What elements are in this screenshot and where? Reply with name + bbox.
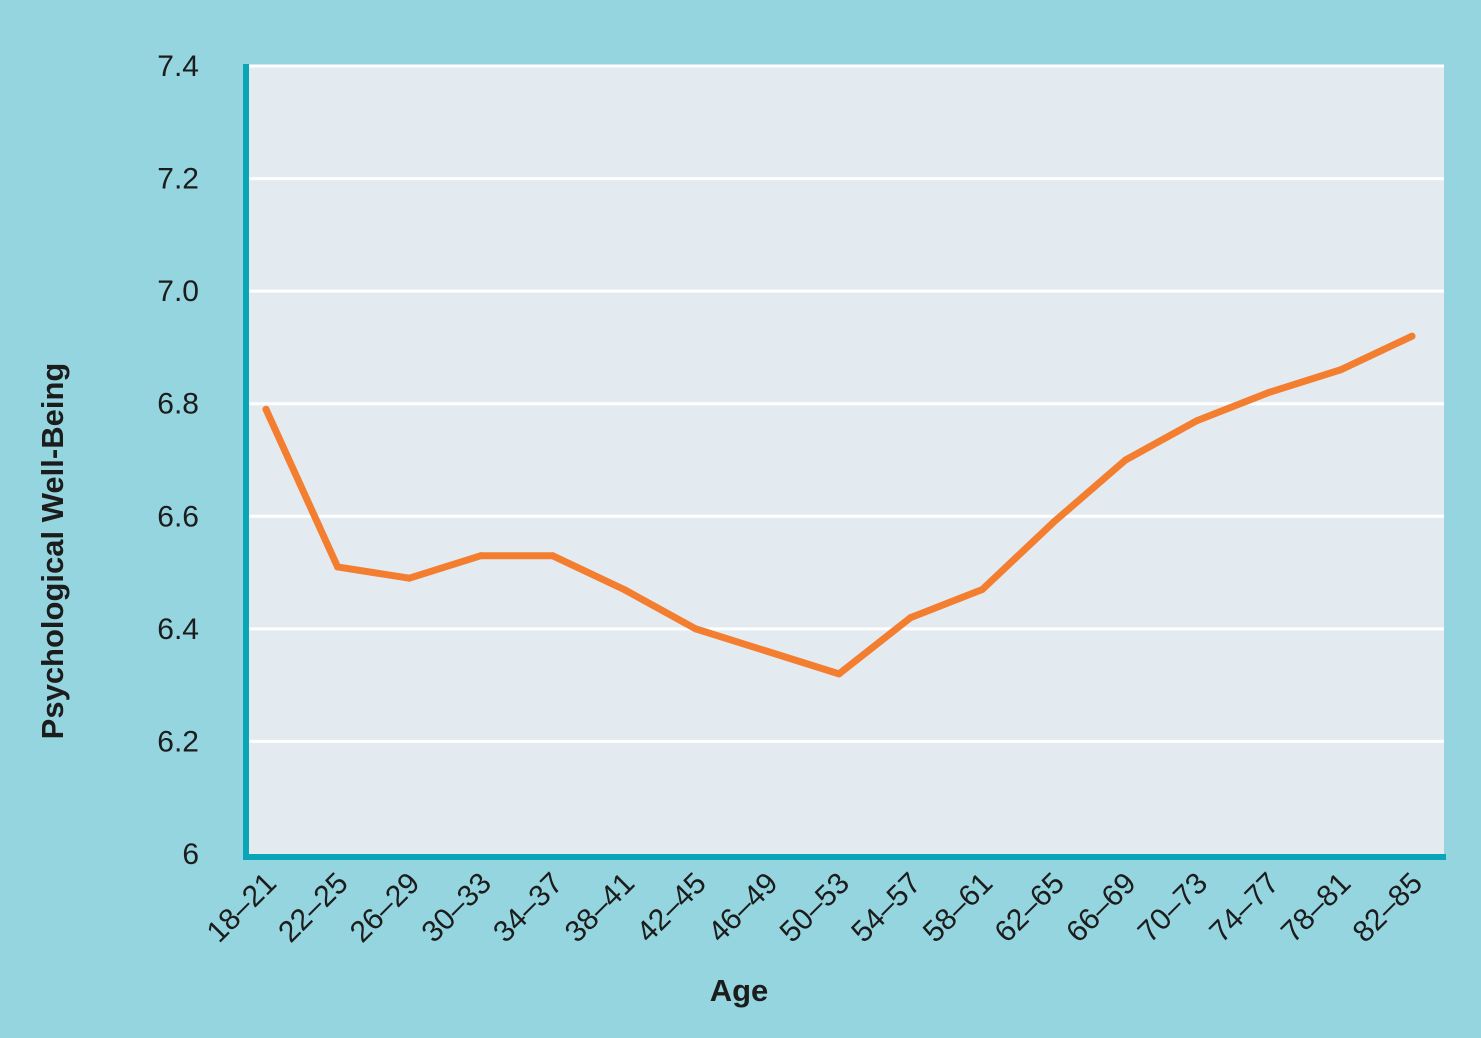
- data-point: [405, 574, 413, 582]
- x-tick-label: 54–57: [845, 867, 927, 949]
- x-tick-label: 66–69: [1060, 867, 1142, 949]
- data-point: [978, 585, 986, 593]
- y-tick-labels: 6 6.2 6.4 6.6 6.8 7.0 7.2 7.4: [157, 50, 199, 871]
- y-tick-label: 7.2: [157, 163, 199, 196]
- data-point: [549, 552, 556, 560]
- y-tick-label: 6.4: [157, 613, 199, 646]
- x-tick-label: 38–41: [559, 867, 641, 949]
- y-tick-label: 6: [182, 838, 199, 871]
- x-tick-label: 70–73: [1132, 867, 1214, 949]
- y-tick-label: 7.0: [157, 275, 199, 308]
- plot-area: [244, 66, 1444, 857]
- data-point: [1336, 366, 1344, 374]
- x-tick-label: 78–81: [1275, 867, 1357, 949]
- data-point: [835, 670, 843, 678]
- x-tick-label: 58–61: [917, 867, 999, 949]
- x-axis-title: Age: [710, 973, 769, 1008]
- data-point: [1193, 417, 1201, 425]
- data-point: [1050, 518, 1058, 526]
- gridlines: [246, 64, 1444, 743]
- data-point: [692, 625, 700, 633]
- y-tick-label: 6.8: [157, 388, 199, 421]
- x-tick-label: 26–29: [344, 867, 426, 949]
- data-point: [262, 405, 270, 413]
- x-tick-label: 62–65: [988, 867, 1070, 949]
- y-tick-label: 6.2: [157, 725, 199, 758]
- y-axis-title: Psychological Well-Being: [35, 363, 70, 740]
- y-tick-label: 6.6: [157, 500, 199, 533]
- data-point: [907, 614, 915, 622]
- y-tick-label: 7.4: [157, 50, 199, 83]
- data-lines: [262, 332, 1416, 678]
- x-tick-label: 82–85: [1347, 867, 1429, 949]
- data-point: [1122, 456, 1129, 464]
- data-point: [477, 552, 485, 560]
- data-point: [1265, 388, 1273, 396]
- data-point: [763, 647, 771, 655]
- data-point: [1408, 332, 1416, 340]
- x-tick-label: 74–77: [1203, 867, 1285, 949]
- x-tick-label: 46–49: [702, 867, 784, 949]
- x-tick-label: 22–25: [272, 867, 354, 949]
- x-tick-label: 30–33: [415, 867, 497, 949]
- x-tick-label: 18–21: [201, 867, 283, 949]
- x-tick-label: 34–37: [487, 867, 569, 949]
- x-tick-label: 42–45: [630, 867, 712, 949]
- x-tick-labels: 18–2122–2526–2930–3334–3738–4142–4546–49…: [201, 867, 1429, 949]
- data-point: [620, 585, 628, 593]
- x-tick-label: 50–53: [774, 867, 856, 949]
- data-point: [334, 563, 342, 571]
